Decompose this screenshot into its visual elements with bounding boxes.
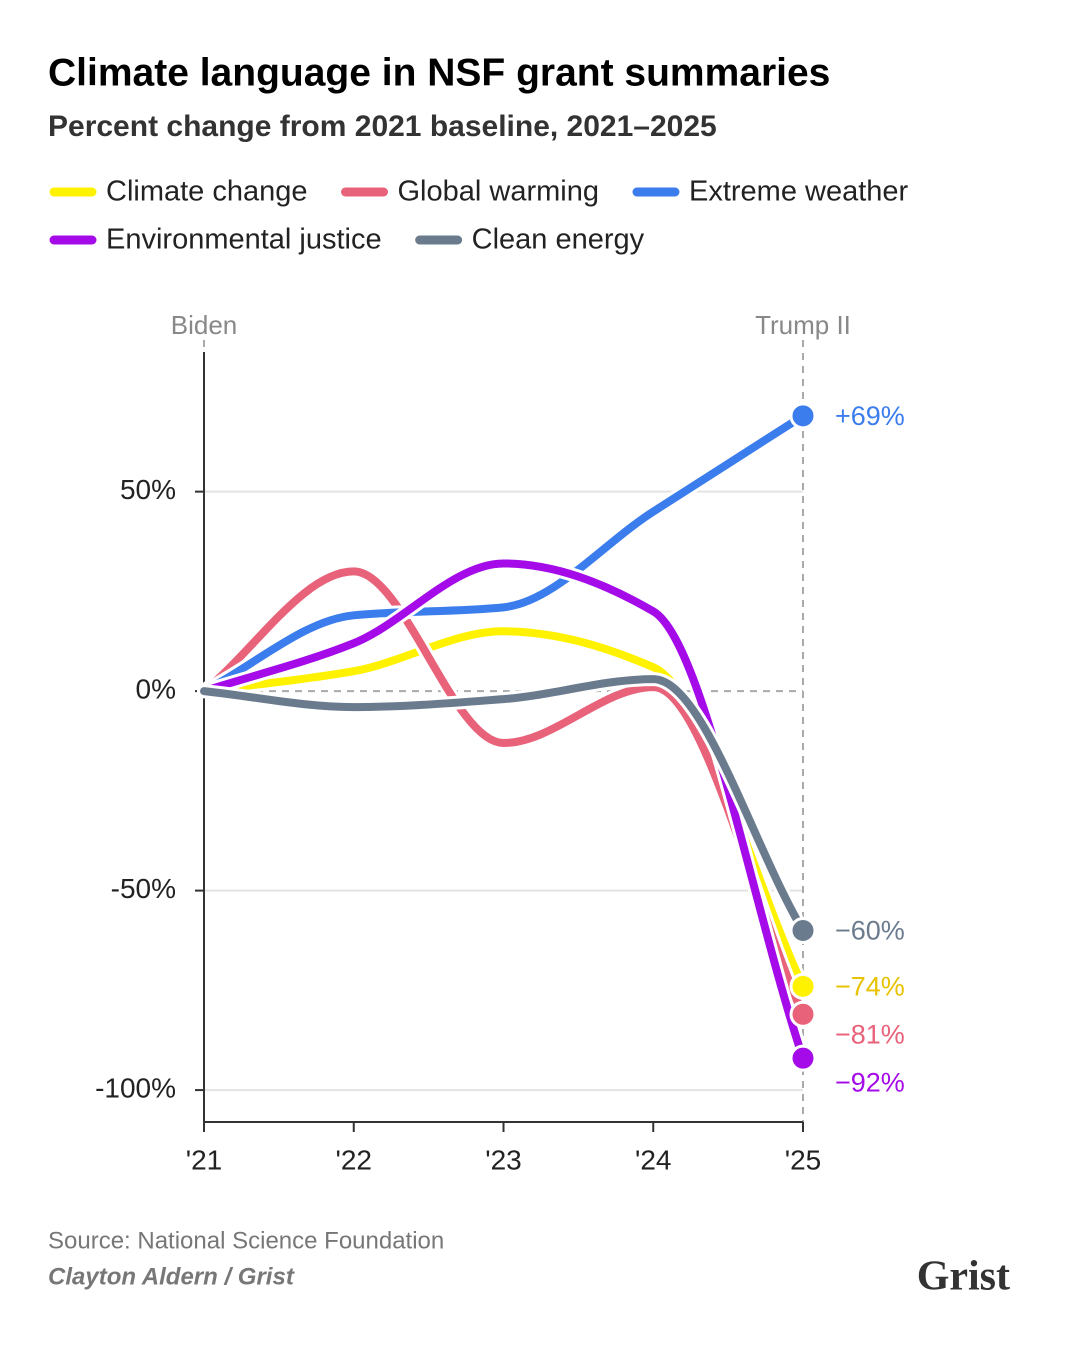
y-tick-label: 50%: [120, 474, 176, 505]
credit: Clayton Aldern / Grist: [48, 1263, 295, 1290]
value-label: −92%: [835, 1067, 905, 1097]
end-point: [789, 402, 817, 430]
logo: Grist: [917, 1254, 1010, 1300]
x-tick-label: '25: [785, 1144, 822, 1175]
legend-label: Environmental justice: [106, 224, 382, 256]
value-label: +69%: [835, 401, 905, 431]
line: [200, 567, 807, 1019]
legend-label: Global warming: [398, 176, 599, 208]
x-tick-label: '21: [186, 1144, 223, 1175]
legend-label: Climate change: [106, 176, 308, 208]
x-tick-label: '23: [485, 1144, 522, 1175]
x-tick-label: '22: [336, 1144, 373, 1175]
line: [200, 559, 807, 1063]
y-tick-label: 0%: [136, 674, 176, 705]
line: [200, 411, 807, 696]
annotation: Trump II: [755, 310, 851, 340]
y-tick-label: -50%: [111, 873, 176, 904]
end-point: [789, 1044, 817, 1072]
source: Source: National Science Foundation: [48, 1227, 444, 1254]
chart-title: Climate language in NSF grant summaries: [48, 51, 830, 94]
line: [200, 675, 807, 935]
line-outline: [197, 408, 810, 699]
y-tick-label: -100%: [95, 1072, 176, 1103]
value-label: −74%: [835, 971, 905, 1001]
legend-label: Clean energy: [472, 224, 645, 256]
chart-subtitle: Percent change from 2021 baseline, 2021–…: [48, 110, 717, 143]
legend-label: Extreme weather: [689, 176, 909, 208]
value-label: −60%: [835, 916, 905, 946]
annotation: Biden: [171, 310, 238, 340]
end-point: [789, 972, 817, 1000]
line-outline: [197, 624, 810, 994]
value-label: −81%: [835, 1019, 905, 1049]
end-point: [789, 916, 817, 944]
end-point: [789, 1000, 817, 1028]
x-tick-label: '24: [635, 1144, 672, 1175]
